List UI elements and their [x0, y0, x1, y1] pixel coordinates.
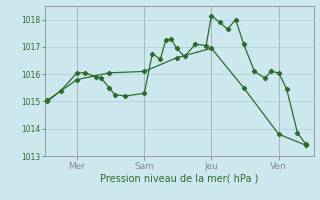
X-axis label: Pression niveau de la mer( hPa ): Pression niveau de la mer( hPa ) [100, 173, 258, 183]
